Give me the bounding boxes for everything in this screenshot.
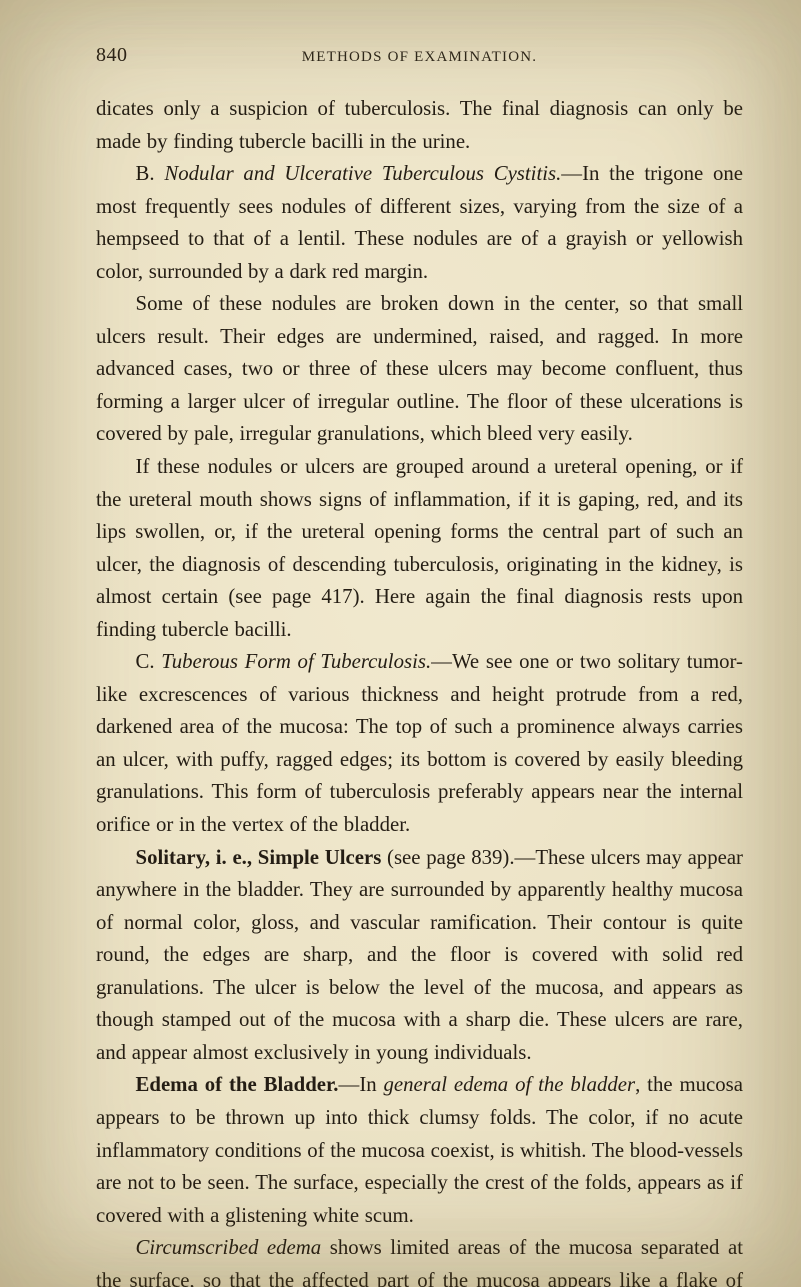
page-number: 840	[96, 44, 166, 67]
p8-italic: Circumscribed edema	[136, 1236, 322, 1259]
page: 840 METHODS OF EXAMINATION. dicates only…	[0, 0, 801, 1287]
p5-pre: C.	[136, 650, 162, 673]
body-text: dicates only a suspicion of tuberculosis…	[96, 93, 743, 1287]
p7-mid: —In	[339, 1073, 384, 1096]
p7-italic: general edema of the bladder	[384, 1073, 636, 1096]
paragraph-4: If these nodules or ulcers are grouped a…	[96, 451, 743, 646]
p7-bold: Edema of the Bladder.	[136, 1073, 339, 1096]
paragraph-3: Some of these nodules are broken down in…	[96, 288, 743, 451]
running-head: METHODS OF EXAMINATION.	[166, 49, 743, 66]
p6-bold: Solitary, i. e., Simple Ulcers	[136, 846, 382, 869]
p2-italic: Nodular and Ulcerative Tuberculous Cysti…	[164, 162, 561, 185]
p5-italic: Tuberous Form of Tuberculosis.	[161, 650, 431, 673]
paragraph-5: C. Tuberous Form of Tuberculosis.—We see…	[96, 646, 743, 841]
paragraph-2: B. Nodular and Ulcerative Tuberculous Cy…	[96, 158, 743, 288]
page-header: 840 METHODS OF EXAMINATION.	[96, 44, 743, 67]
p2-pre: B.	[136, 162, 165, 185]
p5-post: —We see one or two solitary tumor-like e…	[96, 650, 743, 836]
paragraph-8: Circumscribed edema shows limited areas …	[96, 1232, 743, 1287]
p6-post: (see page 839).—These ulcers may appear …	[96, 846, 743, 1064]
paragraph-6: Solitary, i. e., Simple Ulcers (see page…	[96, 842, 743, 1070]
paragraph-1: dicates only a suspicion of tuberculosis…	[96, 93, 743, 158]
paragraph-7: Edema of the Bladder.—In general edema o…	[96, 1069, 743, 1232]
